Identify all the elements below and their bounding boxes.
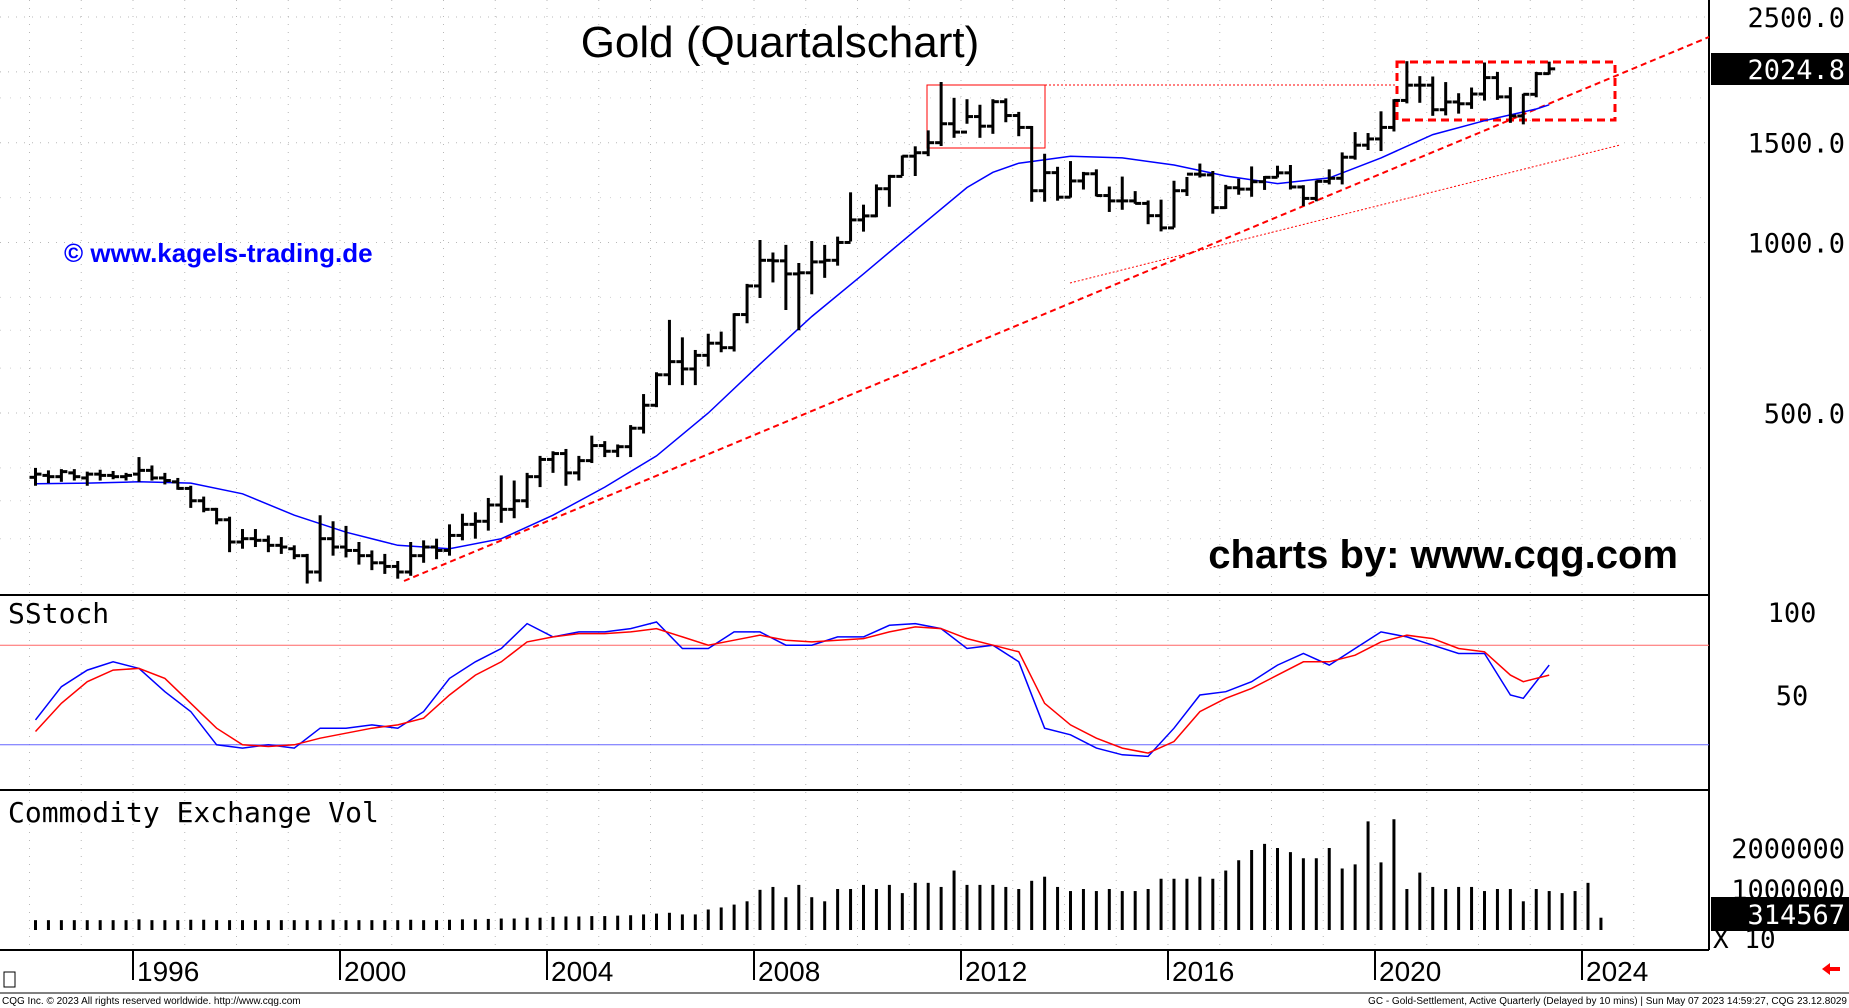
secondary-support-trendline <box>1069 144 1621 284</box>
x-tick-label: 2020 <box>1379 956 1441 987</box>
price-y-tick-label: 1500.0 <box>1747 129 1845 160</box>
price-y-axis: 2500.0 1500.0 1000.0 500.0 <box>1747 3 1845 430</box>
volume-multiplier-label: X 10 <box>1713 925 1776 955</box>
last-price-label: 2024.8 <box>1747 55 1845 86</box>
footer-copyright: CQG Inc. © 2023 All rights reserved worl… <box>2 996 301 1007</box>
x-tick-label: 1996 <box>137 956 199 987</box>
stoch-lines <box>34 621 1550 758</box>
stoch-y-axis: 100 50 <box>1768 598 1817 712</box>
price-y-tick-label: 1000.0 <box>1747 228 1845 259</box>
scroll-left-arrow-icon[interactable] <box>1822 963 1840 975</box>
footer-status: GC - Gold-Settlement, Active Quarterly (… <box>1368 996 1847 1007</box>
horizontal-grid <box>0 16 1709 540</box>
stoch-slow-line <box>34 626 1550 754</box>
x-tick-label: 2012 <box>965 956 1027 987</box>
x-tick-label: 2016 <box>1172 956 1234 987</box>
chart-title: Gold (Quartalschart) <box>581 18 980 67</box>
trendlines <box>403 36 1710 582</box>
stoch-fast-line <box>34 621 1550 758</box>
x-tick-label: 2004 <box>551 956 613 987</box>
last-volume-box <box>1711 897 1849 931</box>
stoch-y-tick-label: 100 <box>1768 598 1817 629</box>
x-tick-label: 2024 <box>1586 956 1648 987</box>
price-y-tick-label: 2500.0 <box>1747 3 1845 34</box>
long-term-support-trendline <box>403 36 1710 582</box>
cqg-credit: charts by: www.cqg.com <box>1208 533 1678 577</box>
stoch-title: SStoch <box>8 597 109 630</box>
x-tick-label: 2000 <box>344 956 406 987</box>
volume-title: Commodity Exchange Vol <box>8 796 379 829</box>
x-axis: 1996 2000 2004 2008 2012 2016 2020 2024 <box>132 950 1648 987</box>
last-price-box <box>1711 53 1849 85</box>
ohlc-bars <box>29 61 1556 584</box>
volume-bars <box>34 819 1603 930</box>
scroll-box-icon[interactable] <box>3 971 16 988</box>
moving-average-line <box>35 104 1550 550</box>
current-range-box <box>1395 60 1617 122</box>
stoch-y-tick-label: 50 <box>1776 681 1809 712</box>
x-tick-label: 2008 <box>758 956 820 987</box>
2011-top-box <box>926 84 1046 149</box>
watermark-link[interactable]: © www.kagels-trading.de <box>64 238 373 268</box>
last-volume-label: 314567 <box>1747 900 1845 931</box>
price-y-tick-label: 500.0 <box>1764 399 1845 430</box>
volume-y-tick-label: 2000000 <box>1731 834 1845 865</box>
